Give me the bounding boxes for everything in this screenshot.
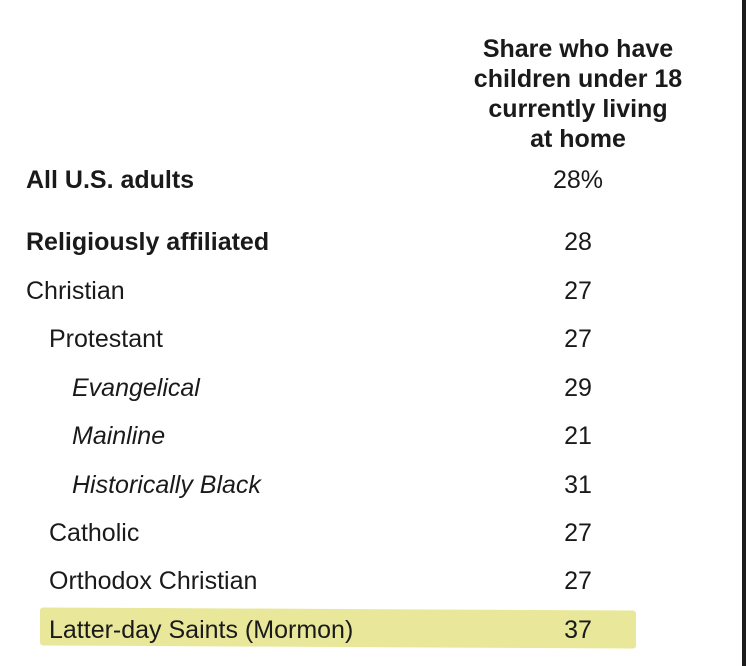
row-label-christian: Christian bbox=[26, 277, 125, 305]
row-value-orthodox-christian: 27 bbox=[564, 567, 592, 595]
row-value-christian: 27 bbox=[564, 277, 592, 305]
row-value-protestant: 27 bbox=[564, 325, 592, 353]
column-header-line: currently living bbox=[488, 95, 668, 123]
row-label-religiously-affiliated: Religiously affiliated bbox=[26, 228, 270, 256]
row-label-catholic: Catholic bbox=[49, 519, 140, 547]
row-value-latter-day-saints: 37 bbox=[564, 616, 592, 644]
row-value-all-us-adults: 28% bbox=[552, 166, 604, 194]
row-value-religiously-affiliated: 28 bbox=[564, 228, 592, 256]
row-label-protestant: Protestant bbox=[49, 325, 163, 353]
row-label-mainline: Mainline bbox=[72, 422, 166, 450]
row-value-mainline: 21 bbox=[564, 422, 592, 450]
row-label-latter-day-saints: Latter-day Saints (Mormon) bbox=[49, 616, 354, 644]
row-value-evangelical: 29 bbox=[564, 374, 592, 402]
row-label-historically-black: Historically Black bbox=[72, 471, 261, 499]
row-value-catholic: 27 bbox=[564, 519, 592, 547]
row-label-orthodox-christian: Orthodox Christian bbox=[49, 567, 258, 595]
column-header: Share who have children under 18 current… bbox=[440, 34, 716, 154]
column-header-line: children under 18 bbox=[473, 65, 683, 93]
row-label-evangelical: Evangelical bbox=[72, 374, 200, 402]
right-border bbox=[742, 0, 746, 666]
column-header-line: at home bbox=[530, 125, 626, 153]
row-label-all-us-adults: All U.S. adults bbox=[26, 166, 195, 194]
row-value-historically-black: 31 bbox=[564, 471, 592, 499]
column-header-line: Share who have bbox=[482, 35, 674, 63]
